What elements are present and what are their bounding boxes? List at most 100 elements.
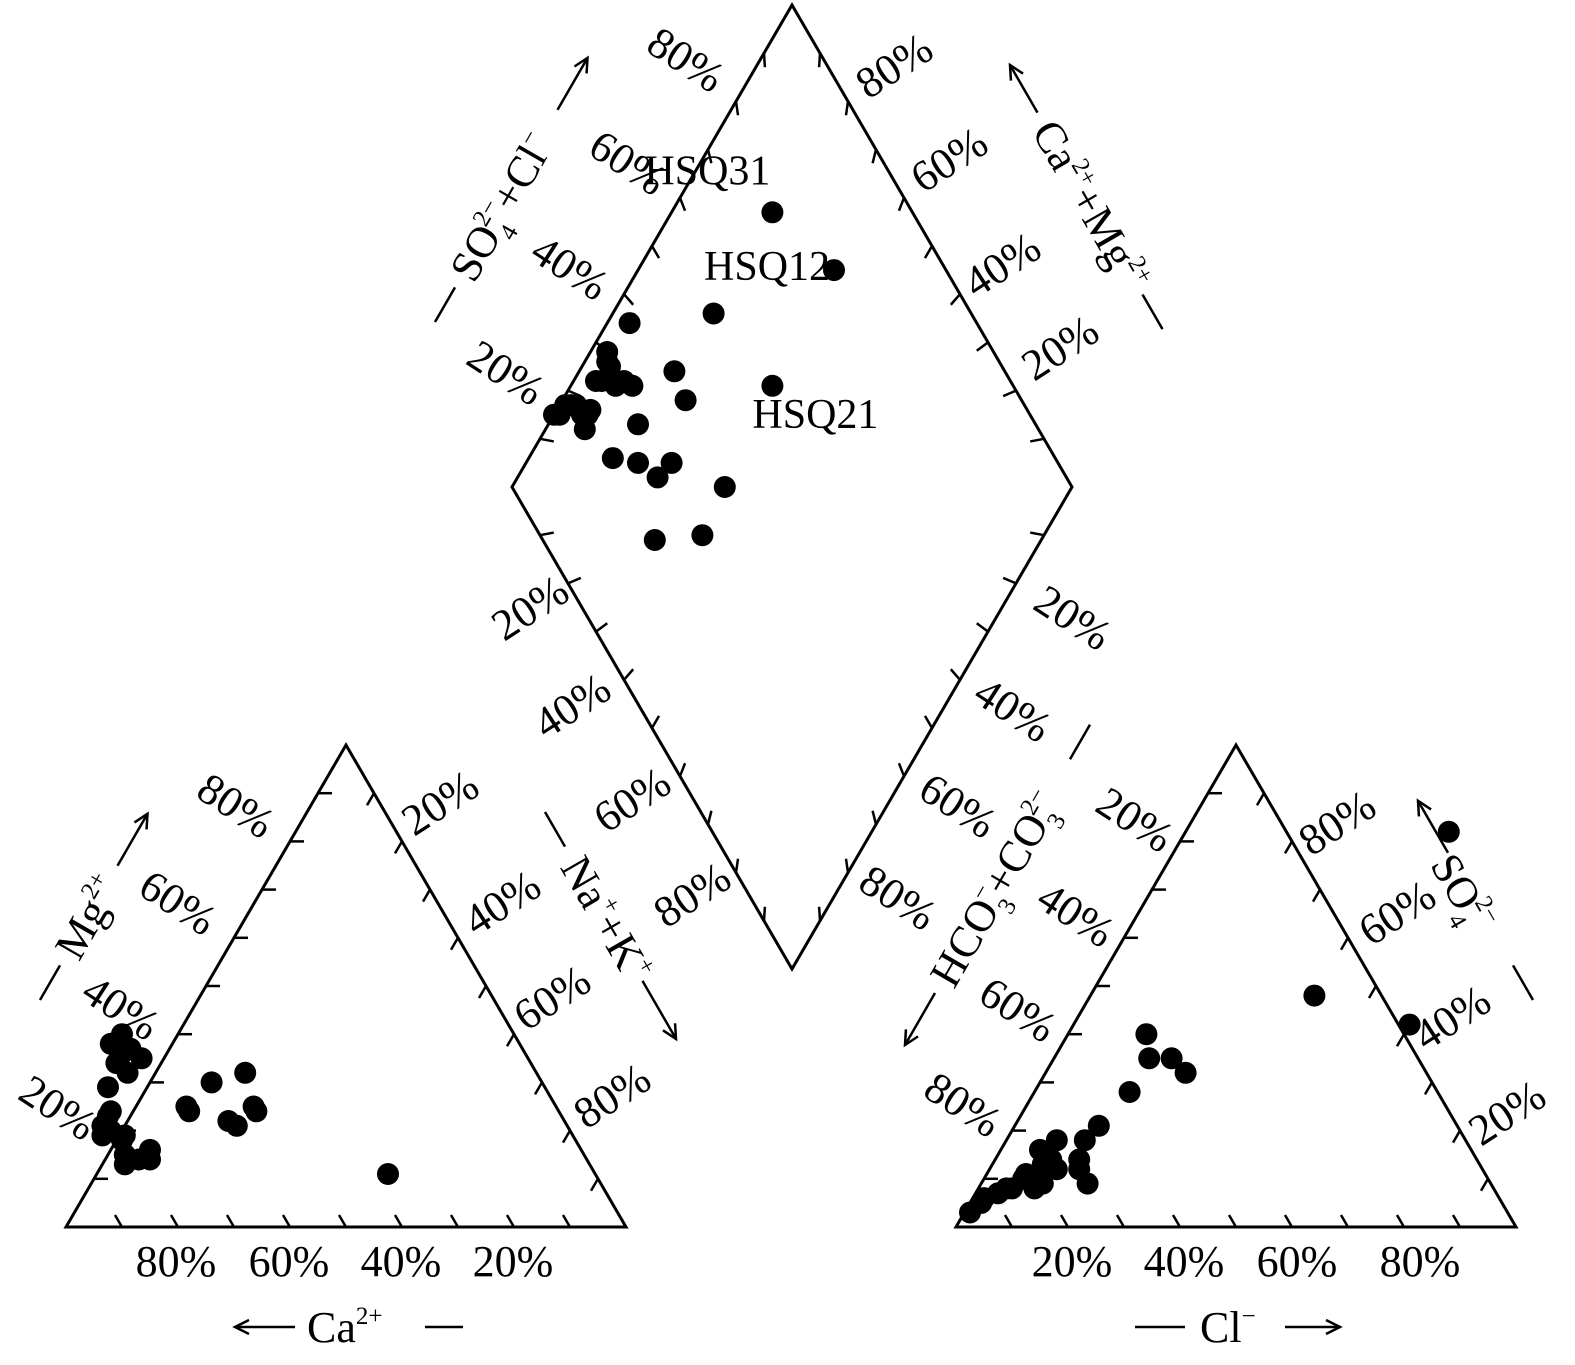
- anion-point-19: [1087, 1114, 1110, 1137]
- diamond-point-21: [627, 451, 649, 474]
- dia-lr-tick-4: [949, 668, 961, 681]
- nak-arrow: [641, 980, 678, 1040]
- point-label-hsq12: HSQ12: [704, 244, 830, 290]
- anion-base-tick-6: [1283, 1214, 1294, 1228]
- cl-tick-label-1: 40%: [1144, 1237, 1225, 1286]
- hco3-tri-tick-label-0: 20%: [1088, 777, 1182, 862]
- dia-ul-tick-4: [623, 293, 635, 306]
- dia-lr-tick-5: [923, 715, 934, 729]
- cation-point-12: [91, 1124, 114, 1147]
- nak-tri-tick-label-0: 20%: [393, 760, 487, 845]
- diamond-point-25: [646, 466, 669, 489]
- dia-ur-tick-1: [817, 53, 822, 68]
- hco3co3-dash: [1068, 723, 1092, 760]
- nak-tri-tick-label-1: 40%: [455, 860, 549, 945]
- so4-tick-label-0: 20%: [1460, 1070, 1554, 1155]
- cation-base-tick-3: [225, 1214, 236, 1228]
- anion-right-tick-1: [1479, 1178, 1490, 1192]
- camg-arrow: [1008, 64, 1039, 114]
- mg-tick-label-2: 60%: [131, 860, 225, 945]
- cl-tick-label-2: 60%: [1257, 1237, 1338, 1286]
- cl-tick-label-0: 20%: [1032, 1237, 1113, 1286]
- so4cl-arrow-head: [573, 55, 589, 74]
- so4cl-tick-label-0: 20%: [459, 330, 553, 415]
- anion-point-22: [1138, 1047, 1161, 1070]
- mg-axis-label: Mg2+: [45, 867, 131, 967]
- cl-axis-label-sup: −: [1242, 1303, 1256, 1330]
- hco3co3-dia-tick-label-3: 80%: [851, 855, 945, 940]
- so4-tick-label-1: 40%: [1405, 975, 1499, 1060]
- dia-lr-tick-3: [975, 622, 989, 633]
- diamond-frame: [510, 2, 1074, 972]
- so4cl-tick-label-1: 40%: [523, 225, 617, 310]
- anion-base-tick-4: [1171, 1214, 1182, 1228]
- ca-axis-label: Ca2+: [307, 1303, 383, 1352]
- cation-point-23: [234, 1061, 257, 1084]
- axis-titles: Ca2+ Cl−Mg2+ SO42−Na++K+ HCO3−+CO32−SO42−+C…: [38, 55, 1535, 1352]
- diamond-point-23: [674, 389, 697, 412]
- dia-ul-tick-6: [678, 197, 687, 212]
- tick-marks: [94, 53, 1490, 1228]
- mg-arrow-head: [133, 811, 149, 830]
- diamond-point-19: [663, 360, 686, 383]
- hco3co3-arrow-head: [903, 1029, 919, 1048]
- dia-ll-tick-9: [539, 531, 554, 537]
- nak-dia-tick-label-0: 20%: [483, 565, 577, 650]
- hco3co3-arrow: [903, 992, 937, 1046]
- camg-dash: [1141, 293, 1164, 330]
- cation-right-tick-2: [561, 1129, 572, 1144]
- dia-lr-tick-8: [844, 858, 850, 873]
- anion-point-25: [1174, 1061, 1197, 1084]
- dia-ll-tick-1: [762, 906, 767, 921]
- dia-ur-tick-8: [1002, 389, 1017, 398]
- anion-base-tick-7: [1339, 1214, 1350, 1228]
- cl-axis-title: Cl−: [1135, 1303, 1343, 1352]
- hco3-tri-tick-label-2: 60%: [971, 967, 1065, 1052]
- data-points: [91, 201, 1460, 1224]
- point-labels: HSQ31 HSQ12 HSQ21: [644, 148, 878, 437]
- camg-axis-title: Ca2++Mg2+: [1008, 62, 1164, 330]
- mg-dash: [38, 964, 62, 1001]
- dia-lr-tick-6: [897, 762, 906, 777]
- ca-tick-label-0: 80%: [136, 1237, 217, 1286]
- cation-point-2: [116, 1061, 139, 1084]
- nak-dash: [543, 811, 567, 848]
- dia-lr-tick-1: [1030, 531, 1045, 537]
- cation-right-tick-7: [421, 888, 432, 903]
- anion-point-18: [1073, 1129, 1096, 1152]
- dia-ll-tick-6: [623, 668, 635, 681]
- anion-right-tick-4: [1395, 1033, 1406, 1047]
- camg-tick-label-3: 80%: [847, 23, 941, 108]
- cation-point-6: [130, 1047, 153, 1070]
- camg-arrow-head: [1008, 62, 1024, 81]
- cation-base-tick-4: [281, 1214, 292, 1228]
- dia-ul-tick-5: [650, 245, 661, 259]
- hco3-tri-tick-label-1: 40%: [1029, 872, 1123, 957]
- so4-dash: [1511, 964, 1535, 1001]
- anion-right-tick-7: [1311, 888, 1322, 903]
- cl-axis-label-text: Cl: [1200, 1303, 1242, 1352]
- dia-lr-tick-2: [1002, 576, 1017, 585]
- cation-point-7: [97, 1076, 119, 1099]
- so4cl-dash: [433, 286, 457, 323]
- cation-base-tick-2: [169, 1214, 180, 1228]
- cation-point-21: [178, 1100, 201, 1123]
- dia-ur-tick-3: [871, 149, 878, 164]
- cl-axis-label: Cl−: [1200, 1303, 1256, 1352]
- anion-base-tick-8: [1395, 1214, 1406, 1228]
- dia-ur-tick-5: [923, 245, 934, 259]
- so4cl-tick-label-3: 80%: [639, 17, 733, 102]
- cl-tick-label-3: 80%: [1380, 1237, 1461, 1286]
- nak-dia-tick-label-2: 60%: [585, 757, 679, 842]
- ca-axis-label-sup: 2+: [356, 1303, 383, 1330]
- cation-base-tick-9: [561, 1214, 572, 1228]
- nak-dia-tick-label-1: 40%: [525, 663, 619, 748]
- anion-base-tick-2: [1059, 1214, 1070, 1228]
- diamond-point-7: [573, 418, 596, 441]
- mg-tick-label-3: 80%: [189, 763, 283, 848]
- diamond-point-28: [691, 524, 714, 547]
- diamond-point-17: [621, 374, 644, 397]
- diamond-point-22: [627, 413, 649, 436]
- dia-ll-tick-8: [567, 576, 582, 585]
- ca-arrow-head: [232, 1318, 250, 1336]
